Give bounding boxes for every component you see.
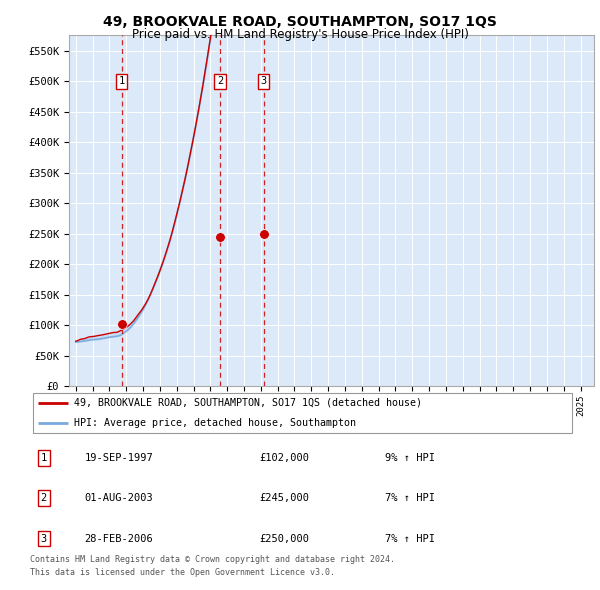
Text: HPI: Average price, detached house, Southampton: HPI: Average price, detached house, Sout… [74, 418, 356, 428]
Text: £250,000: £250,000 [259, 533, 310, 543]
Text: Contains HM Land Registry data © Crown copyright and database right 2024.: Contains HM Land Registry data © Crown c… [30, 555, 395, 563]
Text: £102,000: £102,000 [259, 453, 310, 463]
Text: 1: 1 [41, 453, 47, 463]
FancyBboxPatch shape [33, 393, 572, 432]
Text: 9% ↑ HPI: 9% ↑ HPI [385, 453, 435, 463]
Text: 28-FEB-2006: 28-FEB-2006 [85, 533, 154, 543]
Text: 7% ↑ HPI: 7% ↑ HPI [385, 493, 435, 503]
Text: This data is licensed under the Open Government Licence v3.0.: This data is licensed under the Open Gov… [30, 568, 335, 576]
Text: 1: 1 [118, 76, 125, 86]
Text: 2: 2 [41, 493, 47, 503]
Text: 19-SEP-1997: 19-SEP-1997 [85, 453, 154, 463]
Text: Price paid vs. HM Land Registry's House Price Index (HPI): Price paid vs. HM Land Registry's House … [131, 28, 469, 41]
Text: 7% ↑ HPI: 7% ↑ HPI [385, 533, 435, 543]
Text: 01-AUG-2003: 01-AUG-2003 [85, 493, 154, 503]
Text: 3: 3 [41, 533, 47, 543]
Text: 49, BROOKVALE ROAD, SOUTHAMPTON, SO17 1QS (detached house): 49, BROOKVALE ROAD, SOUTHAMPTON, SO17 1Q… [74, 398, 422, 408]
Text: £245,000: £245,000 [259, 493, 310, 503]
Text: 2: 2 [217, 76, 223, 86]
Text: 49, BROOKVALE ROAD, SOUTHAMPTON, SO17 1QS: 49, BROOKVALE ROAD, SOUTHAMPTON, SO17 1Q… [103, 15, 497, 29]
Text: 3: 3 [260, 76, 266, 86]
